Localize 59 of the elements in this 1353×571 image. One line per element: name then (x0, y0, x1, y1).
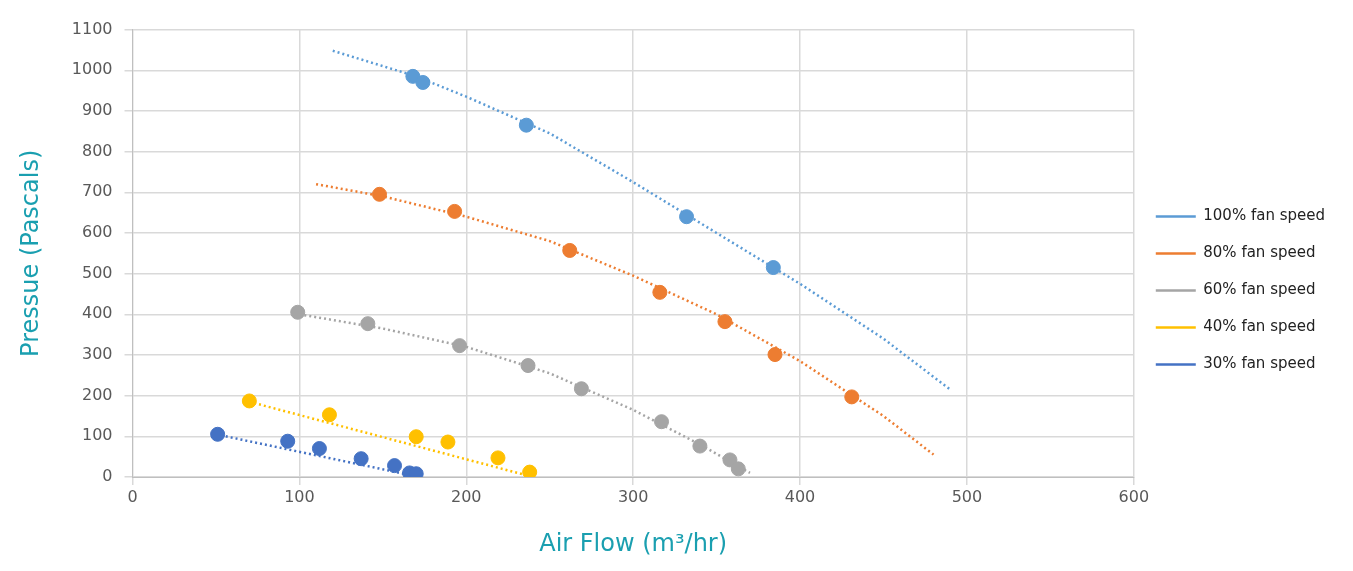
point (447, 203, 463, 219)
x-tick-label: 600 (1118, 486, 1150, 506)
legend-label: 100% fan speed (1203, 206, 1325, 225)
line-series (314, 182, 935, 456)
y-tick-label: 1000 (71, 59, 113, 79)
point (844, 389, 860, 405)
x-tick-label: 300 (617, 486, 649, 506)
x-tick-label: 0 (127, 486, 138, 506)
y-axis-title: Pressue (Pascals) (15, 149, 44, 357)
point (765, 260, 781, 276)
point (490, 450, 506, 466)
point (692, 438, 708, 454)
point (518, 117, 534, 133)
y-tick-label: 200 (81, 384, 113, 404)
point (387, 458, 403, 474)
point (520, 358, 536, 374)
y-tick-label: 100 (81, 425, 113, 445)
x-tick-label: 100 (284, 486, 315, 506)
point (408, 429, 424, 445)
point (730, 461, 746, 477)
line-series (331, 49, 952, 391)
point (290, 304, 306, 320)
y-tick-label: 500 (81, 262, 113, 282)
point (573, 381, 589, 397)
point (452, 338, 468, 354)
y-tick-label: 0 (102, 466, 113, 486)
legend-label: 40% fan speed (1203, 317, 1316, 336)
point (415, 74, 431, 90)
x-axis-title: Air Flow (m³/hr) (539, 528, 728, 557)
x-tick-label: 500 (951, 486, 983, 506)
point (654, 414, 670, 430)
point (280, 433, 296, 449)
y-tick-label: 600 (81, 222, 113, 242)
point (321, 407, 337, 423)
x-tick-label: 400 (784, 486, 816, 506)
point (717, 314, 733, 330)
point (360, 316, 376, 332)
point (353, 451, 369, 467)
point (440, 434, 456, 450)
y-tick-label: 900 (81, 100, 113, 120)
point (210, 426, 226, 442)
legend-label: 80% fan speed (1203, 243, 1316, 262)
y-tick-label: 300 (81, 344, 113, 364)
x-tick-label: 200 (451, 486, 482, 506)
point (562, 242, 578, 258)
point (522, 464, 538, 477)
y-tick-label: 400 (81, 303, 113, 323)
legend-label: 60% fan speed (1203, 280, 1316, 299)
point (722, 452, 738, 468)
point (652, 284, 668, 300)
point (372, 186, 387, 202)
y-tick-label: 800 (81, 140, 113, 160)
point (679, 209, 695, 225)
point (311, 441, 327, 457)
point (241, 393, 257, 409)
point (767, 347, 783, 363)
legend-label: 30% fan speed (1203, 354, 1316, 373)
y-tick-label: 700 (81, 181, 113, 201)
y-tick-label: 1100 (71, 18, 113, 38)
